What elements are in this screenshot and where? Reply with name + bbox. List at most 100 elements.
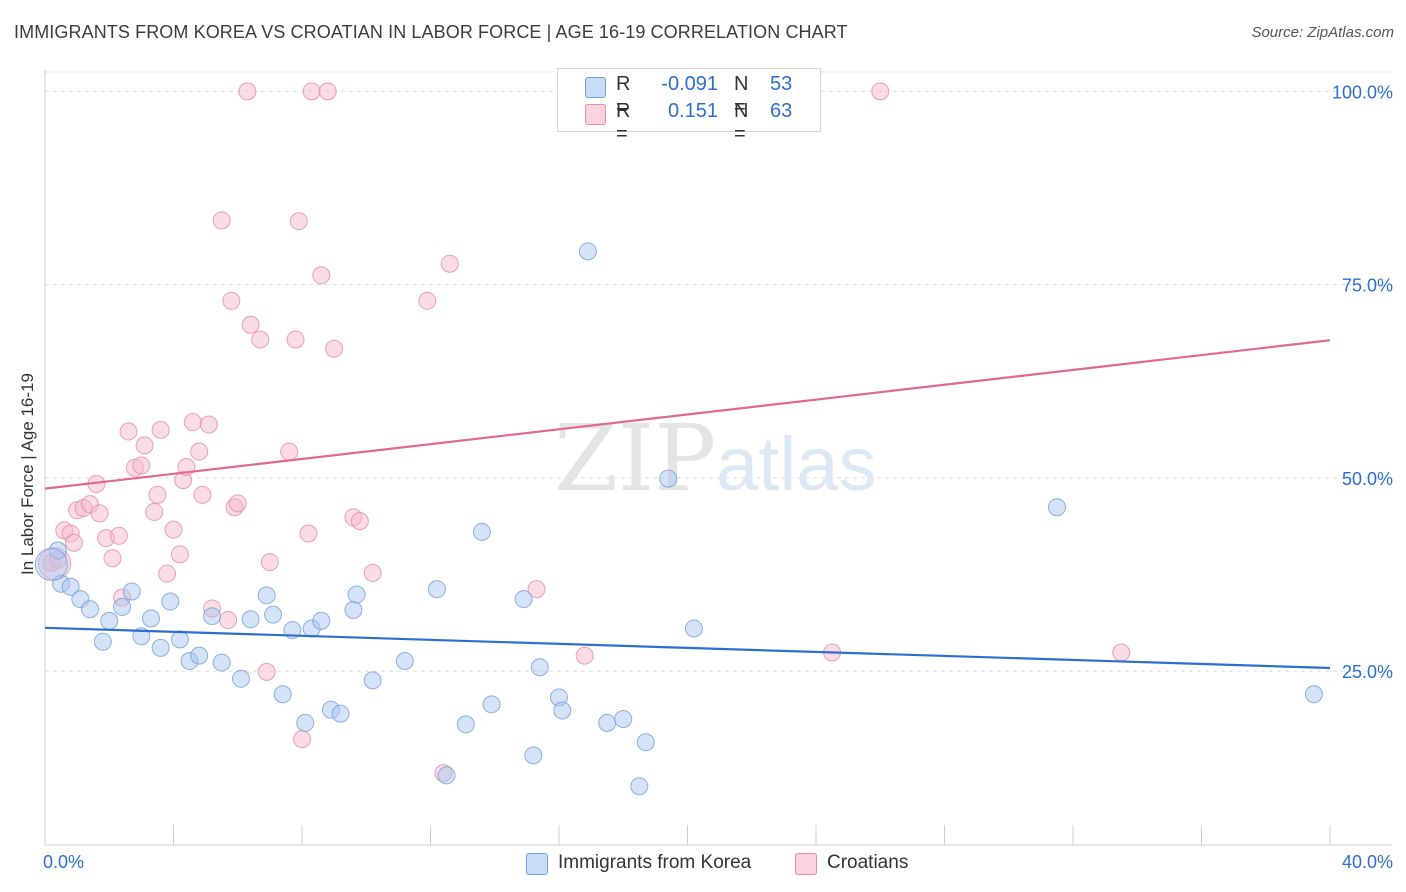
korea-point	[437, 766, 456, 785]
korea-point	[1304, 685, 1323, 704]
korea-point	[296, 713, 315, 732]
croatian-point	[280, 442, 299, 461]
korea-point	[598, 713, 617, 732]
croatian-point	[289, 212, 308, 231]
korea-point	[530, 658, 549, 677]
croatian-point	[109, 526, 128, 545]
korea-point	[161, 592, 180, 611]
croatian-point	[119, 422, 138, 441]
korea-point	[312, 611, 331, 630]
watermark-zip: ZIP	[554, 405, 716, 512]
croatian-r-value: 0.151	[667, 100, 718, 122]
croatian-point	[418, 291, 437, 310]
croatian-point	[251, 330, 270, 349]
korea-point	[61, 577, 80, 596]
watermark-atlas: atlas	[716, 422, 877, 507]
chart-title: IMMIGRANTS FROM KOREA VS CROATIAN IN LAB…	[14, 22, 848, 42]
croatian-point	[871, 82, 890, 101]
korea-point	[578, 242, 597, 261]
korea-point	[524, 746, 543, 765]
korea-trend-line	[44, 626, 1331, 670]
korea-point	[48, 541, 67, 560]
croatian-point	[193, 485, 212, 504]
croatian-point	[135, 436, 154, 455]
korea-point	[113, 597, 132, 616]
croatian-point	[222, 291, 241, 310]
croatian-point	[145, 502, 164, 521]
korea-point	[331, 704, 350, 723]
korea-point	[456, 715, 475, 734]
croatian-point	[575, 646, 594, 665]
croatian-point	[286, 330, 305, 349]
croatian-point	[241, 315, 260, 334]
croatian-point	[132, 456, 151, 475]
korea-point	[514, 590, 533, 609]
croatian-swatch	[585, 104, 606, 125]
y-tick-label-100: 100.0%	[1332, 82, 1393, 102]
korea-point	[347, 585, 366, 604]
croatian-point	[350, 512, 369, 531]
legend-label-croatian: Croatians	[827, 852, 909, 873]
y-tick-labels: 25.0% 50.0% 75.0% 100.0%	[1332, 82, 1393, 682]
korea-n-label: N =	[734, 73, 749, 118]
korea-point	[34, 547, 68, 581]
korea-point	[273, 685, 292, 704]
croatian-point	[318, 82, 337, 101]
croatian-point	[312, 266, 331, 285]
y-tick-label-50: 50.0%	[1342, 469, 1393, 489]
korea-point	[1047, 498, 1066, 517]
trend-lines	[44, 339, 1331, 670]
croatian-n-label: N =	[734, 100, 749, 145]
croatian-point	[90, 504, 109, 523]
korea-point	[231, 669, 250, 688]
korea-point	[659, 469, 678, 488]
korea-point	[427, 580, 446, 599]
korea-point	[132, 627, 151, 646]
axes	[44, 70, 1392, 846]
croatian-point	[151, 420, 170, 439]
korea-r-label: R =	[616, 73, 631, 118]
korea-point	[100, 611, 119, 630]
croatian-point	[170, 545, 189, 564]
croatian-point	[1112, 643, 1131, 662]
croatian-point	[527, 580, 546, 599]
croatian-point	[228, 494, 247, 513]
korea-swatch	[585, 77, 606, 98]
korea-point	[630, 777, 649, 796]
korea-point	[614, 710, 633, 729]
korea-n-value: 53	[770, 73, 793, 95]
croatian-point	[148, 485, 167, 504]
croatian-point	[325, 339, 344, 358]
korea-point	[344, 601, 363, 620]
croatian-point	[260, 553, 279, 572]
croatian-point	[293, 730, 311, 749]
legend-swatch-croatian	[795, 853, 817, 875]
korea-point	[472, 522, 491, 541]
croatian-point	[190, 442, 209, 461]
croatian-point	[219, 611, 238, 630]
croatian-point	[212, 211, 231, 230]
y-axis-label: In Labor Force | Age 16-19	[18, 373, 37, 575]
korea-point	[190, 646, 209, 665]
korea-point	[363, 671, 382, 690]
bottom-legend: Immigrants from Korea Croatians	[0, 852, 1406, 878]
chart-source: Source: ZipAtlas.com	[1251, 24, 1394, 41]
korea-point	[142, 609, 161, 628]
croatian-r-label: R =	[616, 100, 631, 145]
croatian-point	[64, 533, 83, 552]
y-tick-label-25: 25.0%	[1342, 662, 1393, 682]
croatian-point	[363, 563, 382, 582]
korea-points	[34, 242, 1323, 796]
korea-point	[80, 600, 99, 619]
x-tick-min: 0.0%	[43, 852, 85, 872]
korea-point	[482, 695, 501, 714]
croatian-point	[238, 82, 257, 101]
korea-point	[257, 586, 276, 605]
croatian-point	[103, 549, 122, 568]
croatian-point	[164, 520, 183, 539]
korea-point	[636, 733, 655, 752]
korea-point	[93, 632, 112, 651]
korea-point	[212, 653, 231, 672]
croatian-point	[199, 415, 218, 434]
